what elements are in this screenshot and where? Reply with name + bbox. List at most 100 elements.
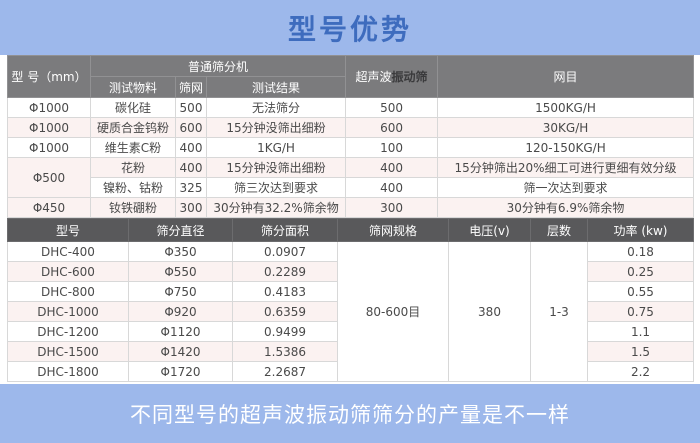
cell-result: 1KG/H — [205, 137, 347, 158]
model-spec-table: 型号 筛分直径 筛分面积 筛网规格 电压(v) 层数 功率 (kw) DHC-4… — [7, 218, 694, 382]
cell-area: 1.5386 — [232, 341, 338, 362]
cell-ultrasonic-result: 筛一次达到要求 — [437, 177, 695, 198]
table-row: Φ500 花粉 400 15分钟没筛出细粉 400 15分钟筛出20%细工可进行… — [7, 157, 695, 198]
cell-voltage: 380 — [448, 241, 531, 382]
footer-banner: 不同型号的超声波振动筛筛分的产量是不一样 — [0, 384, 700, 443]
table-row: Φ1000 硬质合金钨粉 600 15分钟没筛出细粉 600 30KG/H — [7, 117, 695, 138]
cell-area: 0.9499 — [232, 321, 338, 342]
cell-diameter: Φ350 — [128, 241, 233, 262]
cell-model: Φ1000 — [7, 97, 91, 118]
cell-diameter: Φ1420 — [128, 341, 233, 362]
cell-ultrasonic-mesh: 600 — [345, 117, 439, 138]
col-header-model: 型号 — [7, 218, 129, 242]
cell-ultrasonic-mesh: 400 — [345, 157, 439, 178]
cell-screen-spec: 80-600目 — [337, 241, 449, 382]
col-header-sieve-diameter: 筛分直径 — [128, 218, 233, 242]
cell-area: 0.4183 — [232, 281, 338, 302]
table-row: Φ1000 碳化硅 500 无法筛分 500 1500KG/H — [7, 97, 695, 118]
cell-material: 硬质合金钨粉 — [90, 117, 176, 138]
cell-result: 15分钟没筛出细粉 — [205, 117, 347, 138]
cell-result: 无法筛分 — [205, 97, 347, 118]
col-header-test-result: 测试结果 — [205, 76, 347, 98]
col-header-mesh: 网目 — [437, 55, 695, 98]
cell-mesh: 300 — [175, 197, 207, 218]
cell-power: 1.5 — [587, 341, 694, 362]
table2-header-row: 型号 筛分直径 筛分面积 筛网规格 电压(v) 层数 功率 (kw) — [7, 218, 694, 242]
table-row: DHC-1200 Φ1120 0.9499 1.1 — [7, 321, 694, 342]
table-row: Φ1000 维生素C粉 400 1KG/H 100 120-150KG/H — [7, 137, 695, 158]
cell-model: Φ500 — [7, 157, 91, 198]
col-header-screen-spec: 筛网规格 — [337, 218, 449, 242]
cell-layers: 1-3 — [530, 241, 588, 382]
table-row: DHC-1800 Φ1720 2.2687 2.2 — [7, 361, 694, 382]
cell-ultrasonic-mesh: 500 — [345, 97, 439, 118]
cell-material: 镍粉、钴粉 — [90, 177, 176, 198]
cell-mesh: 600 — [175, 117, 207, 138]
cell-model: DHC-400 — [7, 241, 129, 262]
cell-material: 维生素C粉 — [90, 137, 176, 158]
cell-mesh: 400 — [175, 137, 207, 158]
table-row: DHC-400 Φ350 0.0907 80-600目 380 1-3 0.18 — [7, 241, 694, 382]
cell-ultrasonic-result: 30分钟有6.9%筛余物 — [437, 197, 695, 218]
cell-ultrasonic-result: 1500KG/H — [437, 97, 695, 118]
col-header-sieve-area: 筛分面积 — [232, 218, 338, 242]
cell-power: 2.2 — [587, 361, 694, 382]
cell-power: 0.18 — [587, 241, 694, 262]
cell-power: 0.55 — [587, 281, 694, 302]
divider — [0, 382, 700, 384]
cell-diameter: Φ1120 — [128, 321, 233, 342]
table1-header-row-2: 测试物料 筛网 测试结果 — [8, 76, 694, 98]
col-header-layers: 层数 — [530, 218, 588, 242]
col-header-ordinary-sieve-group: 普通筛分机 — [89, 55, 347, 77]
table-row: DHC-1500 Φ1420 1.5386 1.5 — [7, 341, 694, 362]
ultrasonic-label: 超声波 — [355, 70, 392, 84]
cell-diameter: Φ550 — [128, 261, 233, 282]
cell-material: 碳化硅 — [90, 97, 176, 118]
page-title: 型号优势 — [287, 12, 412, 46]
cell-ultrasonic-mesh: 100 — [345, 137, 439, 158]
cell-model: DHC-800 — [7, 281, 129, 302]
col-header-power: 功率 (kw) — [587, 218, 694, 242]
cell-material: 花粉 — [90, 157, 176, 178]
cell-ultrasonic-result: 15分钟筛出20%细工可进行更细有效分级 — [437, 157, 695, 178]
tables-area: 型 号（mm） 普通筛分机 超声波振动筛 网目 测试物料 筛网 测试结果 Φ10… — [0, 55, 700, 382]
cell-area: 0.0907 — [232, 241, 338, 262]
cell-ultrasonic-result: 120-150KG/H — [437, 137, 695, 158]
table1-header-row-1: 型 号（mm） 普通筛分机 超声波振动筛 网目 — [7, 55, 695, 98]
cell-model: Φ1000 — [7, 117, 91, 138]
cell-result: 筛三次达到要求 — [205, 177, 347, 198]
table-row: DHC-600 Φ550 0.2289 0.25 — [7, 261, 694, 282]
table-row: 镍粉、钴粉 325 筛三次达到要求 400 筛一次达到要求 — [8, 177, 695, 198]
table-row: DHC-1000 Φ920 0.6359 0.75 — [7, 301, 694, 322]
cell-material: 钕铁硼粉 — [90, 197, 176, 218]
cell-mesh: 325 — [175, 177, 207, 198]
cell-area: 0.6359 — [232, 301, 338, 322]
page-title-banner: 型号优势 — [0, 0, 700, 55]
table-row: Φ450 钕铁硼粉 300 30分钟有32.2%筛余物 300 30分钟有6.9… — [7, 197, 695, 218]
cell-mesh: 400 — [175, 157, 207, 178]
cell-result: 30分钟有32.2%筛余物 — [205, 197, 347, 218]
cell-model: DHC-1200 — [7, 321, 129, 342]
cell-area: 2.2687 — [232, 361, 338, 382]
col-header-model-mm: 型 号（mm） — [7, 55, 91, 98]
cell-ultrasonic-mesh: 400 — [345, 177, 439, 198]
cell-result: 15分钟没筛出细粉 — [205, 157, 347, 178]
cell-model: Φ450 — [7, 197, 91, 218]
ultrasonic-watermark: 振动筛 — [391, 70, 428, 84]
footer-text: 不同型号的超声波振动筛筛分的产量是不一样 — [130, 402, 570, 427]
cell-diameter: Φ920 — [128, 301, 233, 322]
cell-diameter: Φ1720 — [128, 361, 233, 382]
cell-diameter: Φ750 — [128, 281, 233, 302]
cell-mesh: 500 — [175, 97, 207, 118]
col-header-ultrasonic: 超声波振动筛 — [345, 55, 439, 98]
cell-power: 0.25 — [587, 261, 694, 282]
cell-area: 0.2289 — [232, 261, 338, 282]
cell-model: DHC-1800 — [7, 361, 129, 382]
cell-power: 0.75 — [587, 301, 694, 322]
cell-model: DHC-1000 — [7, 301, 129, 322]
cell-ultrasonic-result: 30KG/H — [437, 117, 695, 138]
col-header-test-material: 测试物料 — [90, 76, 176, 98]
cell-model: DHC-1500 — [7, 341, 129, 362]
cell-ultrasonic-mesh: 300 — [345, 197, 439, 218]
cell-model: DHC-600 — [7, 261, 129, 282]
